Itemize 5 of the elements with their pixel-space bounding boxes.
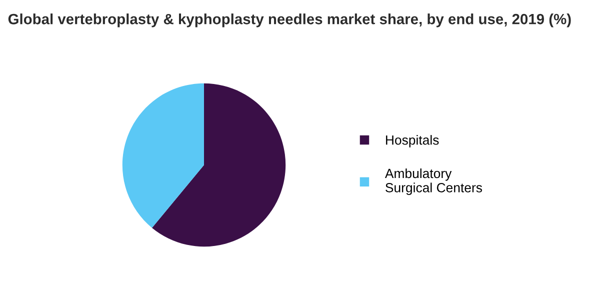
pie-slice (122, 83, 204, 228)
chart-title: Global vertebroplasty & kyphoplasty needles market share, by end use, 2019 (%) (8, 14, 571, 28)
legend-label: Ambulatory Surgical Centers (384, 168, 482, 195)
pie-slice (152, 83, 286, 247)
legend-label: Hospitals (386, 135, 439, 148)
